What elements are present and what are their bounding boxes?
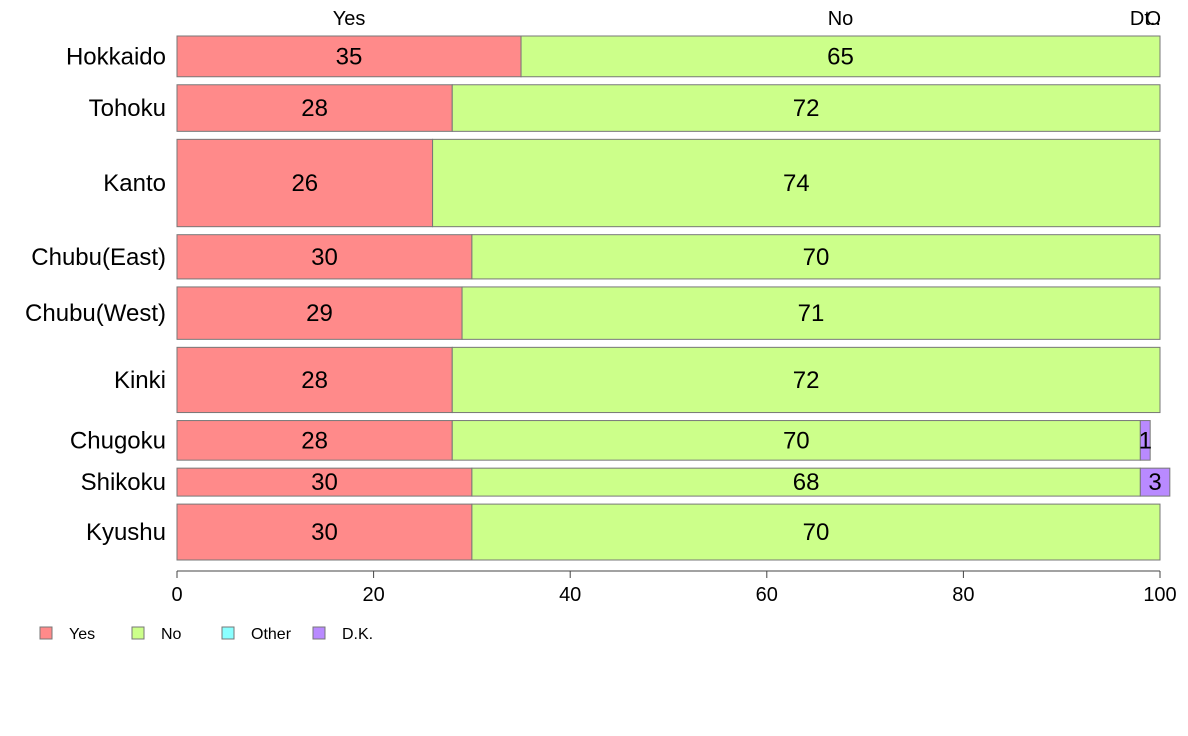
x-tick-label: 20 bbox=[362, 584, 384, 606]
data-label: 72 bbox=[793, 367, 820, 394]
data-label: 1 bbox=[1139, 427, 1152, 454]
data-label: 28 bbox=[301, 367, 328, 394]
x-tick-label: 80 bbox=[952, 584, 974, 606]
bar-no-6 bbox=[451, 420, 1141, 461]
legend-swatch bbox=[39, 626, 53, 640]
data-label: 70 bbox=[803, 519, 830, 546]
data-label: 29 bbox=[306, 300, 333, 327]
legend-swatch bbox=[312, 626, 326, 640]
data-label: 65 bbox=[827, 43, 854, 70]
top-label: O bbox=[1145, 8, 1161, 30]
bar-yes-1 bbox=[176, 84, 453, 132]
bar-no-5 bbox=[451, 346, 1161, 414]
legend-label: Other bbox=[251, 626, 292, 643]
top-label: Yes bbox=[333, 8, 366, 30]
category-label: Chubu(West) bbox=[25, 300, 166, 327]
x-tick-label: 100 bbox=[1143, 584, 1176, 606]
data-label: 70 bbox=[783, 427, 810, 454]
category-label: Tohoku bbox=[89, 95, 166, 122]
category-label: Shikoku bbox=[81, 469, 166, 496]
category-label: Kinki bbox=[114, 367, 166, 394]
legend-label: D.K. bbox=[342, 626, 373, 643]
bar-no-3 bbox=[471, 234, 1161, 280]
category-label: Kyushu bbox=[86, 519, 166, 546]
legend-swatch bbox=[221, 626, 235, 640]
legend-label: No bbox=[161, 626, 182, 643]
bar-yes-4 bbox=[176, 286, 463, 340]
bar-no-0 bbox=[520, 35, 1161, 78]
data-label: 30 bbox=[311, 469, 338, 496]
legend-swatch bbox=[131, 626, 145, 640]
bar-no-8 bbox=[471, 503, 1161, 561]
bar-dk-7 bbox=[1139, 467, 1171, 497]
data-label: 72 bbox=[793, 95, 820, 122]
legend-label: Yes bbox=[69, 626, 95, 643]
x-tick-label: 40 bbox=[559, 584, 581, 606]
data-label: 35 bbox=[336, 43, 363, 70]
data-label: 68 bbox=[793, 469, 820, 496]
bar-yes-2 bbox=[176, 138, 434, 228]
x-tick-label: 0 bbox=[171, 584, 182, 606]
data-label: 71 bbox=[798, 300, 825, 327]
bar-yes-7 bbox=[176, 467, 473, 497]
bar-yes-3 bbox=[176, 234, 473, 280]
data-label: 26 bbox=[291, 170, 318, 197]
data-label: 3 bbox=[1148, 469, 1161, 496]
bar-no-1 bbox=[451, 84, 1161, 132]
x-tick-label: 60 bbox=[756, 584, 778, 606]
bar-dk-6 bbox=[1139, 420, 1151, 461]
top-label: No bbox=[828, 8, 854, 30]
bar-yes-6 bbox=[176, 420, 453, 461]
data-label: 28 bbox=[301, 427, 328, 454]
bar-no-2 bbox=[432, 138, 1161, 228]
bar-yes-0 bbox=[176, 35, 522, 78]
data-label: 74 bbox=[783, 170, 810, 197]
data-label: 30 bbox=[311, 519, 338, 546]
category-label: Hokkaido bbox=[66, 43, 166, 70]
bar-no-4 bbox=[461, 286, 1161, 340]
category-label: Kanto bbox=[103, 170, 166, 197]
category-label: Chubu(East) bbox=[31, 244, 166, 271]
top-label: Dt.. bbox=[1130, 8, 1161, 30]
data-label: 30 bbox=[311, 244, 338, 271]
bar-yes-8 bbox=[176, 503, 473, 561]
data-label: 28 bbox=[301, 95, 328, 122]
category-label: Chugoku bbox=[70, 427, 166, 454]
data-label: 70 bbox=[803, 244, 830, 271]
